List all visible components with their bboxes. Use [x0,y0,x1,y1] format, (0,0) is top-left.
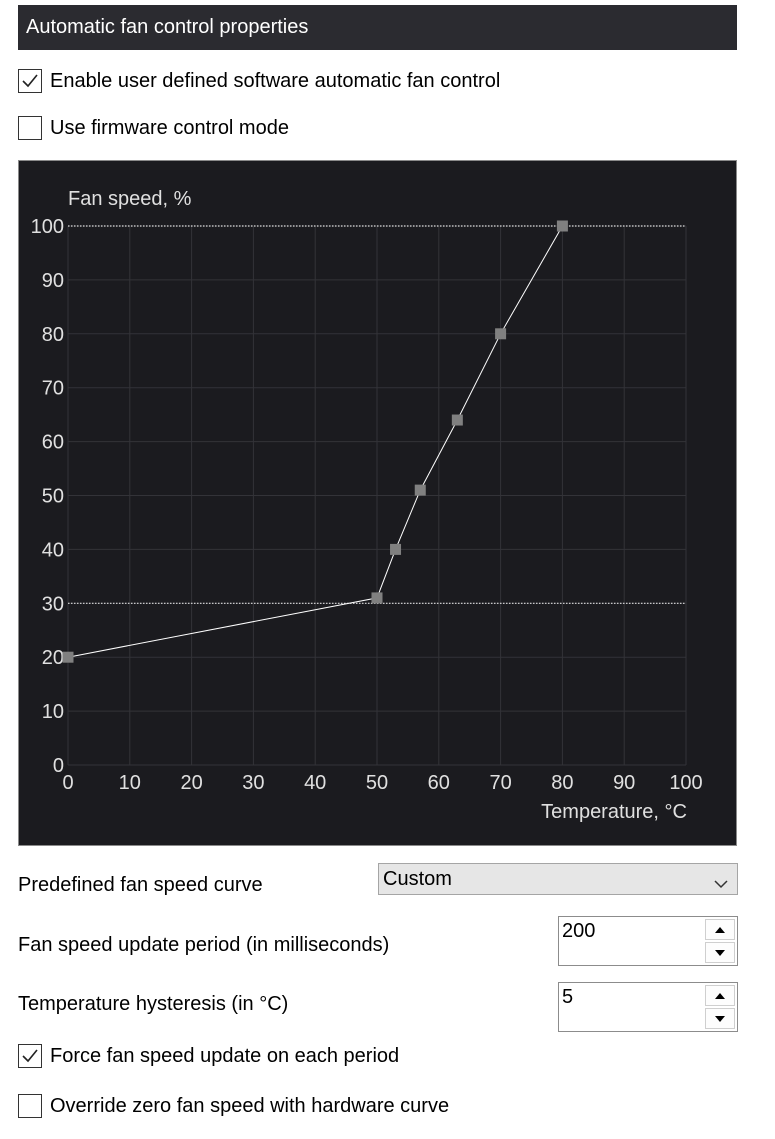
y-axis-label: Fan speed, % [68,188,192,210]
arrow-up-icon [715,992,725,999]
y-tick-label: 70 [42,378,64,400]
checkbox-box[interactable] [18,69,42,93]
period-label: Fan speed update period (in milliseconds… [18,934,390,956]
checkmark-icon [22,1049,38,1063]
curve-point[interactable] [556,220,568,232]
hysteresis-decrement-button[interactable] [705,1008,735,1029]
curve-point[interactable] [495,328,507,340]
x-tick-label: 100 [669,772,702,794]
x-tick-label: 10 [119,772,141,794]
curve-point[interactable] [390,543,402,555]
arrow-up-icon [715,926,725,933]
x-tick-label: 80 [551,772,573,794]
override-zero-speed-checkbox[interactable]: Override zero fan speed with hardware cu… [18,1092,449,1120]
checkbox-label: Override zero fan speed with hardware cu… [50,1094,450,1117]
curve-point[interactable] [451,414,463,426]
hysteresis-label: Temperature hysteresis (in °C) [18,993,289,1015]
y-tick-label: 80 [42,324,64,346]
section-title: Automatic fan control properties [26,16,309,38]
y-tick-label: 0 [53,755,64,777]
curve-select-value: Custom [383,868,452,890]
x-tick-label: 50 [366,772,388,794]
checkbox-box[interactable] [18,116,42,140]
curve-point[interactable] [62,651,74,663]
checkbox-label: Force fan speed update on each period [50,1044,400,1067]
x-axis-label: Temperature, °C [541,801,687,823]
force-update-checkbox[interactable]: Force fan speed update on each period [18,1042,399,1070]
arrow-down-icon [715,1015,725,1022]
checkbox-box[interactable] [18,1094,42,1118]
y-tick-label: 60 [42,432,64,454]
update-period-value[interactable]: 200 [562,920,596,942]
y-tick-label: 30 [42,593,64,615]
curve-point[interactable] [414,484,426,496]
checkbox-box[interactable] [18,1044,42,1068]
period-decrement-button[interactable] [705,942,735,963]
checkbox-label: Enable user defined software automatic f… [50,69,501,92]
y-tick-label: 90 [42,270,64,292]
period-increment-button[interactable] [705,919,735,940]
y-tick-label: 40 [42,539,64,561]
y-tick-label: 20 [42,647,64,669]
y-tick-label: 10 [42,701,64,723]
curve-point[interactable] [371,592,383,604]
y-tick-label: 100 [31,216,64,238]
hysteresis-spinbox[interactable]: 5 [558,982,738,1032]
x-tick-label: 70 [489,772,511,794]
x-tick-label: 40 [304,772,326,794]
section-header: Automatic fan control properties [18,5,737,50]
curve-label: Predefined fan speed curve [18,874,263,896]
x-tick-label: 20 [180,772,202,794]
x-tick-label: 90 [613,772,635,794]
y-tick-label: 50 [42,486,64,508]
fan-curve-svg[interactable]: 0 10 20 30 40 50 60 70 80 90 100 0 10 20 30 40 50 60 70 80 9… [19,161,736,845]
x-tick-label: 30 [242,772,264,794]
enable-auto-fan-control-checkbox[interactable]: Enable user defined software automatic f… [18,67,500,95]
firmware-control-mode-checkbox[interactable]: Use firmware control mode [18,114,289,142]
x-tick-label: 60 [428,772,450,794]
checkbox-label: Use firmware control mode [50,116,289,139]
fan-curve-chart[interactable]: 0 10 20 30 40 50 60 70 80 90 100 0 10 20 30 40 50 60 70 80 9… [18,160,737,846]
update-period-spinbox[interactable]: 200 [558,916,738,966]
chevron-down-icon [713,871,729,901]
checkmark-icon [22,74,38,88]
predefined-curve-select[interactable]: Custom [378,863,738,895]
arrow-down-icon [715,949,725,956]
x-tick-label: 0 [62,772,73,794]
hysteresis-value[interactable]: 5 [562,986,574,1008]
hysteresis-increment-button[interactable] [705,985,735,1006]
